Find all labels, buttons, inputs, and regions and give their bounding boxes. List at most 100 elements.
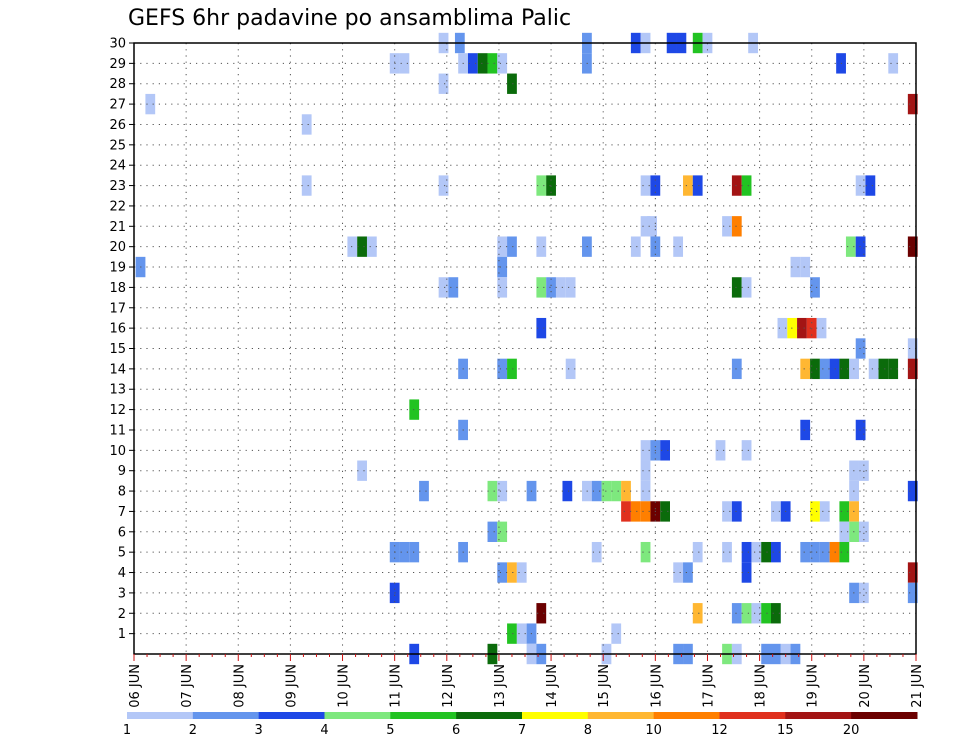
y-tick-label: 18 (109, 281, 126, 296)
heatmap-cell (419, 480, 429, 502)
heatmap-cell (741, 603, 752, 624)
colorbar-swatch (192, 712, 260, 719)
x-tick-label: 08 JUN (232, 664, 247, 708)
heatmap-cell (591, 480, 602, 502)
heatmap-cell (601, 480, 612, 502)
colorbar-label: 2 (189, 723, 197, 738)
heatmap-cell (868, 358, 879, 380)
y-tick-label: 27 (109, 98, 126, 113)
heatmap-cell (487, 53, 498, 74)
x-tick-label: 12 JUN (441, 664, 456, 708)
heatmap-cell (855, 236, 866, 257)
heatmap-cell (810, 541, 820, 563)
heatmap-cell (565, 277, 576, 298)
heatmap-cell (800, 256, 811, 278)
heatmap-cell (497, 277, 508, 298)
heatmap-cell (536, 317, 547, 339)
colorbar-label: 7 (518, 723, 526, 738)
heatmap-cell (692, 603, 703, 624)
heatmap-cell (546, 277, 556, 298)
y-tick-label: 5 (118, 546, 126, 561)
colorbar-swatch (258, 712, 325, 719)
heatmap-cell (771, 501, 781, 522)
colorbar-swatch (456, 712, 523, 719)
heatmap-cell (409, 399, 420, 420)
heatmap-cell (640, 175, 651, 196)
heatmap-cell (855, 175, 866, 196)
heatmap-cell (497, 256, 508, 278)
heatmap-cell (438, 73, 449, 94)
heatmap-cell (819, 358, 830, 380)
heatmap-cell (536, 236, 547, 257)
x-tick-label: 19 JUN (806, 664, 821, 708)
x-axis-ticks: 06 JUN 07 JUN 08 JUN 09 JUN 10 JUN 11 JUN 12 J… (128, 654, 925, 708)
heatmap-cell (741, 562, 752, 583)
heatmap-cell (507, 623, 517, 644)
heatmap-cell (858, 582, 869, 604)
heatmap-cell (611, 480, 622, 502)
colorbar-swatch (390, 712, 457, 719)
colorbar-swatch (851, 712, 918, 719)
heatmap-cell (800, 358, 811, 380)
x-tick-label: 14 JUN (545, 664, 560, 708)
y-tick-label: 14 (109, 362, 126, 377)
colorbar-label: 5 (386, 723, 394, 738)
heatmap-cell (741, 175, 752, 196)
x-tick-label: 10 JUN (337, 664, 352, 708)
y-tick-label: 15 (109, 342, 126, 357)
heatmap-cell (722, 541, 732, 563)
colorbar-label: 15 (777, 723, 794, 738)
heatmap-cell (516, 562, 527, 583)
heatmap-cell (816, 317, 827, 339)
y-tick-label: 17 (109, 301, 126, 316)
x-tick-label: 17 JUN (701, 664, 716, 708)
colorbar-swatch (719, 712, 786, 719)
heatmap-cell (839, 501, 850, 522)
heatmap-cell (647, 216, 657, 237)
y-tick-label: 30 (109, 37, 126, 52)
heatmap-cell (630, 501, 641, 522)
heatmap-cell (145, 93, 156, 115)
y-tick-label: 11 (109, 423, 126, 438)
y-tick-label: 29 (109, 57, 126, 72)
heatmap-cell (741, 440, 752, 461)
colorbar: 1 2 3 4 5 6 7 8 10 12 15 20 (123, 712, 918, 738)
colorbar-swatch (587, 712, 655, 719)
heatmap-cell (536, 603, 547, 624)
heatmap-cell (546, 175, 556, 196)
heatmap-cell (907, 93, 918, 115)
heatmap-cell (660, 440, 670, 461)
heatmap-cell (562, 480, 573, 502)
y-tick-label: 10 (109, 444, 126, 459)
heatmap-cell (438, 277, 449, 298)
heatmap-cell (878, 358, 889, 380)
heatmap-cell (507, 73, 517, 94)
heatmap-cell (751, 603, 762, 624)
y-tick-label: 13 (109, 383, 126, 398)
heatmap-cell (797, 317, 807, 339)
heatmap-cell (839, 541, 850, 563)
x-tick-label: 20 JUN (858, 664, 873, 708)
heatmap-cell (507, 236, 517, 257)
heatmap-cell (761, 541, 772, 563)
x-tick-label: 07 JUN (180, 664, 195, 708)
heatmap-cell (806, 317, 817, 339)
heatmap-cell (366, 236, 377, 257)
x-tick-label: 11 JUN (389, 664, 404, 708)
colorbar-label: 1 (123, 723, 131, 738)
heatmap-cell (888, 358, 899, 380)
y-tick-label: 6 (118, 525, 126, 540)
y-tick-label: 25 (109, 138, 126, 153)
heatmap-cell (722, 216, 732, 237)
y-tick-label: 4 (118, 566, 126, 581)
y-tick-label: 2 (118, 607, 126, 622)
heatmap-cell (611, 623, 622, 644)
heatmap-cell (516, 623, 527, 644)
heatmap-cell (855, 419, 866, 441)
heatmap-cell (399, 541, 410, 563)
heatmap-cell (907, 338, 918, 359)
heatmap-cell (722, 501, 732, 522)
heatmap-cell (507, 358, 517, 380)
heatmap-cell (497, 562, 508, 583)
heatmap-cell (907, 582, 918, 604)
